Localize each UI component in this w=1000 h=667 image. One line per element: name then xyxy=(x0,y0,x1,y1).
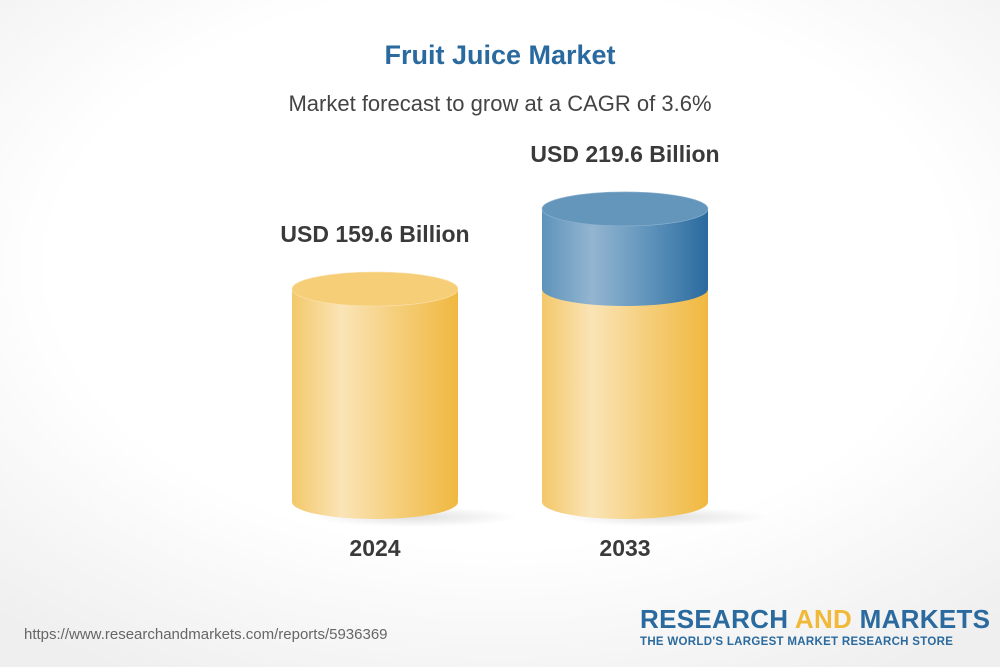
data-label: USD 219.6 Billion xyxy=(530,141,719,167)
bar-2033-growth xyxy=(542,208,708,306)
research-and-markets-logo: RESEARCH AND MARKETS THE WORLD'S LARGEST… xyxy=(640,604,991,648)
chart-title: Fruit Juice Market xyxy=(384,40,616,70)
bar-2024-top xyxy=(291,271,459,307)
bar-2024-base xyxy=(292,289,458,519)
data-label: USD 159.6 Billion xyxy=(280,221,469,247)
chart-subtitle: Market forecast to grow at a CAGR of 3.6… xyxy=(288,91,712,116)
source-url[interactable]: https://www.researchandmarkets.com/repor… xyxy=(24,626,388,643)
bar-2033-base xyxy=(542,289,708,519)
category-label: 2024 xyxy=(349,535,400,561)
bar-2033-top xyxy=(541,191,709,227)
category-label: 2033 xyxy=(599,535,650,561)
